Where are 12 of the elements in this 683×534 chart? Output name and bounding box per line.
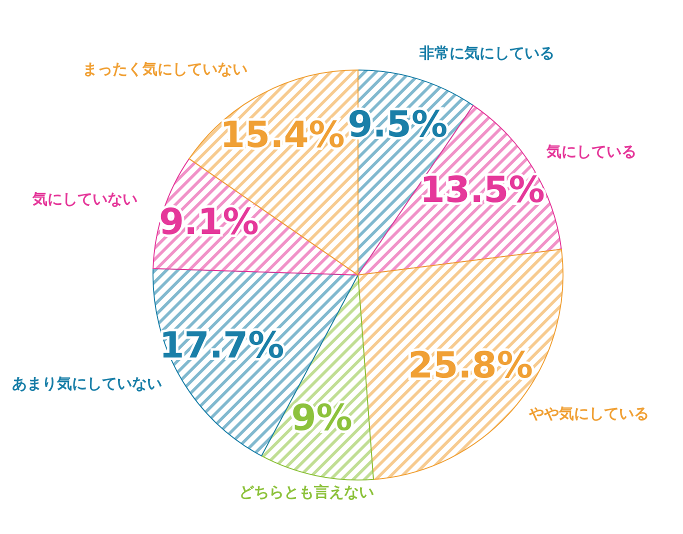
slice-label: 気にしている	[546, 142, 637, 160]
data-label: 13.5%	[420, 170, 545, 212]
slice-label: 非常に気にしている	[418, 44, 555, 62]
slice-label: どちらとも言えない	[238, 483, 374, 502]
slice-label: 気にしていない	[31, 190, 138, 208]
data-label: 25.8%	[408, 345, 533, 386]
data-label: 15.4%	[220, 115, 345, 156]
slice-label: まったく気にしていない	[82, 60, 248, 78]
data-label: 9%	[291, 398, 352, 439]
data-label: 9.1%	[158, 202, 259, 244]
slice-label: やや気にしている	[528, 404, 649, 423]
slice-label: あまり気にしていない	[12, 374, 162, 393]
